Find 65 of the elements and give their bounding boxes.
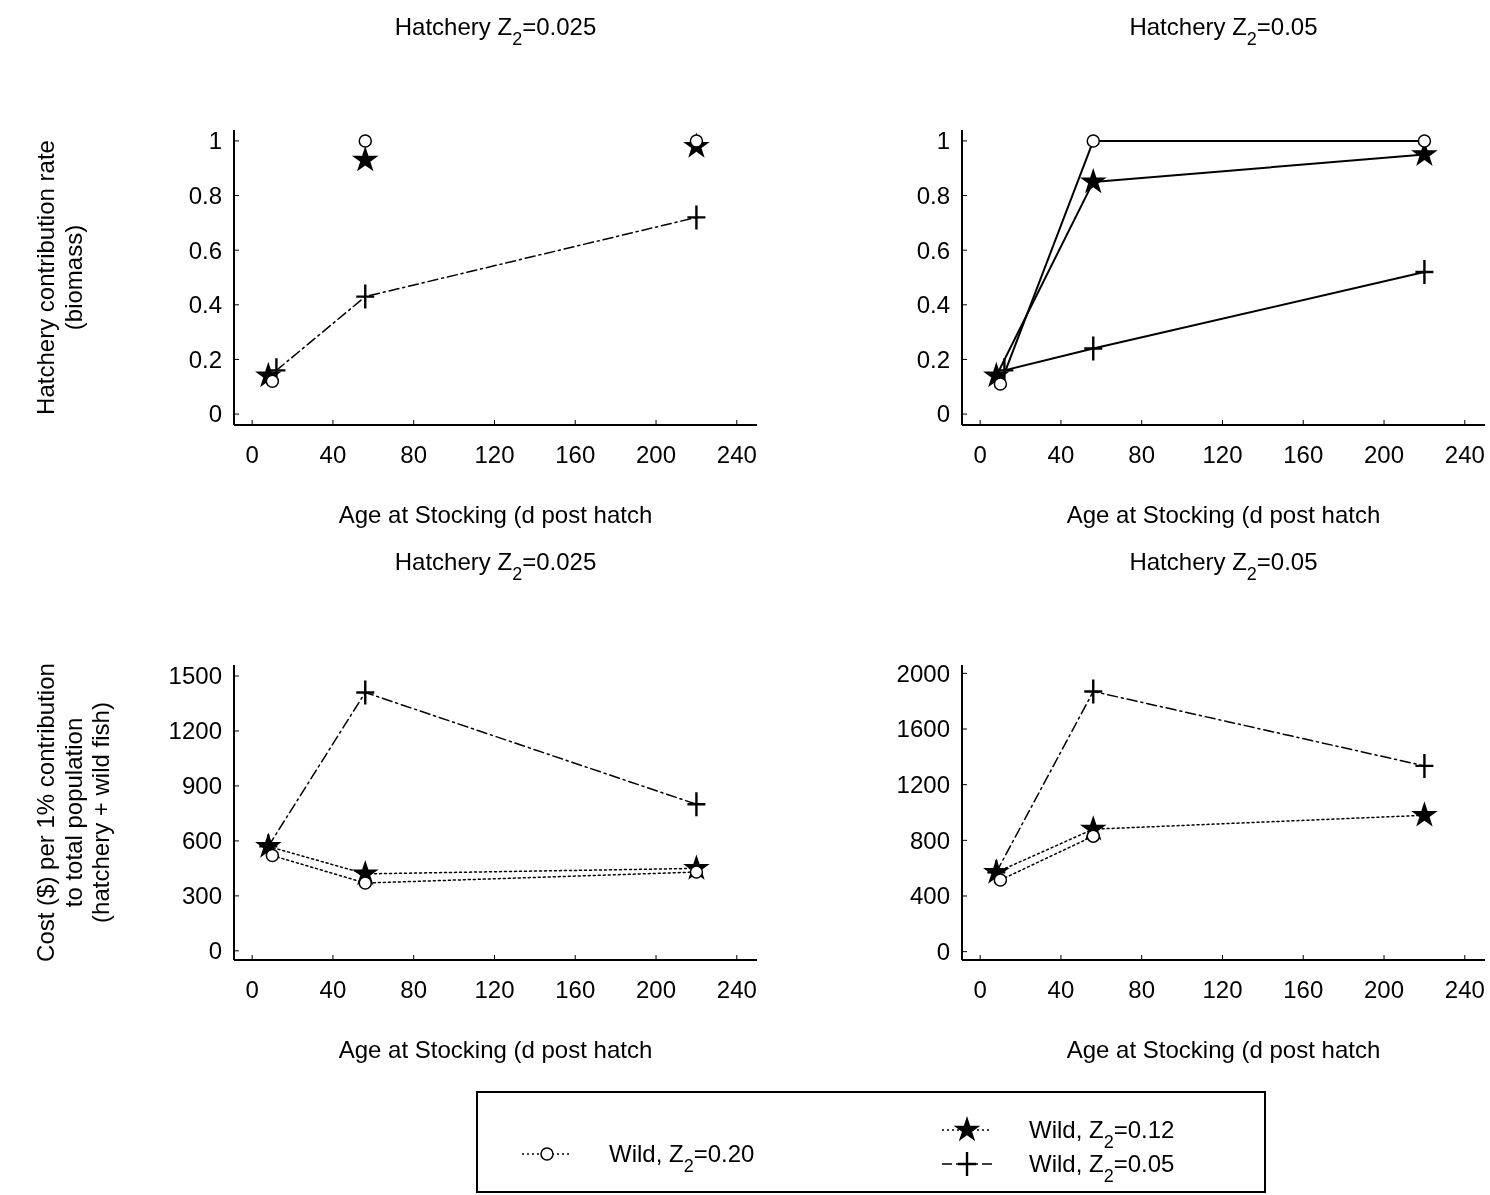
- y-tick-label: 1200: [168, 717, 222, 745]
- chart-title: Hatchery Z$_{2}$=0.025: [394, 13, 597, 49]
- x-axis-title: Age at Stocking (d post hatch: [338, 1036, 653, 1063]
- x-tick-label: 160: [555, 441, 596, 468]
- x-tick-label: 240: [1444, 976, 1485, 1003]
- y-tick-label: 1: [936, 127, 950, 155]
- legend-label: Wild, Z$_{2}$=0.12: [1029, 1116, 1175, 1153]
- x-tick-label: 0: [245, 441, 259, 468]
- y-tick-label: 0.6: [916, 236, 950, 264]
- y-tick-label: 900: [181, 772, 222, 800]
- x-axis-title: Age at Stocking (d post hatch: [1066, 501, 1381, 528]
- y-tick-label: 1600: [896, 715, 950, 743]
- x-tick-label: 160: [1283, 441, 1324, 468]
- x-tick-label: 40: [319, 441, 347, 468]
- y-tick-label: 0.4: [188, 291, 222, 319]
- x-tick-label: 40: [1047, 976, 1075, 1003]
- y-tick-label: 0.8: [916, 181, 950, 209]
- x-tick-label: 0: [973, 976, 987, 1003]
- x-tick-label: 80: [400, 976, 428, 1003]
- x-tick-label: 200: [1364, 441, 1405, 468]
- y-tick-label: 0: [936, 400, 950, 428]
- chart-title: Hatchery Z$_{2}$=0.025: [394, 548, 597, 584]
- y-tick-label: 0: [208, 400, 222, 428]
- x-tick-label: 240: [716, 441, 757, 468]
- y-tick-label: 0.8: [188, 181, 222, 209]
- y-tick-label: 1500: [168, 662, 222, 690]
- y-tick-label: 0: [936, 938, 950, 966]
- y-tick-label: 800: [909, 826, 950, 854]
- y-tick-label: 2000: [896, 659, 950, 687]
- y-tick-label: 400: [909, 882, 950, 910]
- legend-label: Wild, Z$_{2}$=0.05: [1029, 1150, 1175, 1187]
- y-tick-label: 600: [181, 827, 222, 855]
- x-tick-label: 240: [1444, 441, 1485, 468]
- x-tick-label: 240: [716, 976, 757, 1003]
- y-tick-label: 0.4: [916, 291, 950, 319]
- y-axis-title: Cost ($) per 1% contribution to total population (hatchery + wild fish): [32, 663, 115, 962]
- x-tick-label: 200: [636, 441, 677, 468]
- x-tick-label: 80: [1128, 976, 1156, 1003]
- chart-title: Hatchery Z$_{2}$=0.05: [1129, 13, 1318, 49]
- x-tick-label: 80: [400, 441, 428, 468]
- chart-title: Hatchery Z$_{2}$=0.05: [1129, 548, 1318, 584]
- x-tick-label: 80: [1128, 441, 1156, 468]
- y-tick-label: 1: [208, 127, 222, 155]
- x-tick-label: 200: [1364, 976, 1405, 1003]
- y-tick-label: 0.2: [188, 345, 222, 373]
- x-axis-title: Age at Stocking (d post hatch: [1066, 1036, 1381, 1063]
- x-tick-label: 120: [1202, 976, 1243, 1003]
- y-axis-title: Hatchery contribution rate (biomass): [32, 140, 87, 415]
- y-tick-label: 0.2: [916, 345, 950, 373]
- x-tick-label: 120: [474, 976, 515, 1003]
- x-tick-label: 0: [245, 976, 259, 1003]
- x-tick-label: 200: [636, 976, 677, 1003]
- x-tick-label: 120: [1202, 441, 1243, 468]
- y-tick-label: 1200: [896, 771, 950, 799]
- x-tick-label: 40: [1047, 441, 1075, 468]
- y-tick-label: 0.6: [188, 236, 222, 264]
- x-axis-title: Age at Stocking (d post hatch: [338, 501, 653, 528]
- x-tick-label: 160: [555, 976, 596, 1003]
- x-tick-label: 40: [319, 976, 347, 1003]
- x-tick-label: 160: [1283, 976, 1324, 1003]
- x-tick-label: 0: [973, 441, 987, 468]
- x-tick-label: 120: [474, 441, 515, 468]
- y-tick-label: 0: [208, 937, 222, 965]
- y-tick-label: 300: [181, 882, 222, 910]
- legend-label: Wild, Z$_{2}$=0.20: [609, 1140, 755, 1177]
